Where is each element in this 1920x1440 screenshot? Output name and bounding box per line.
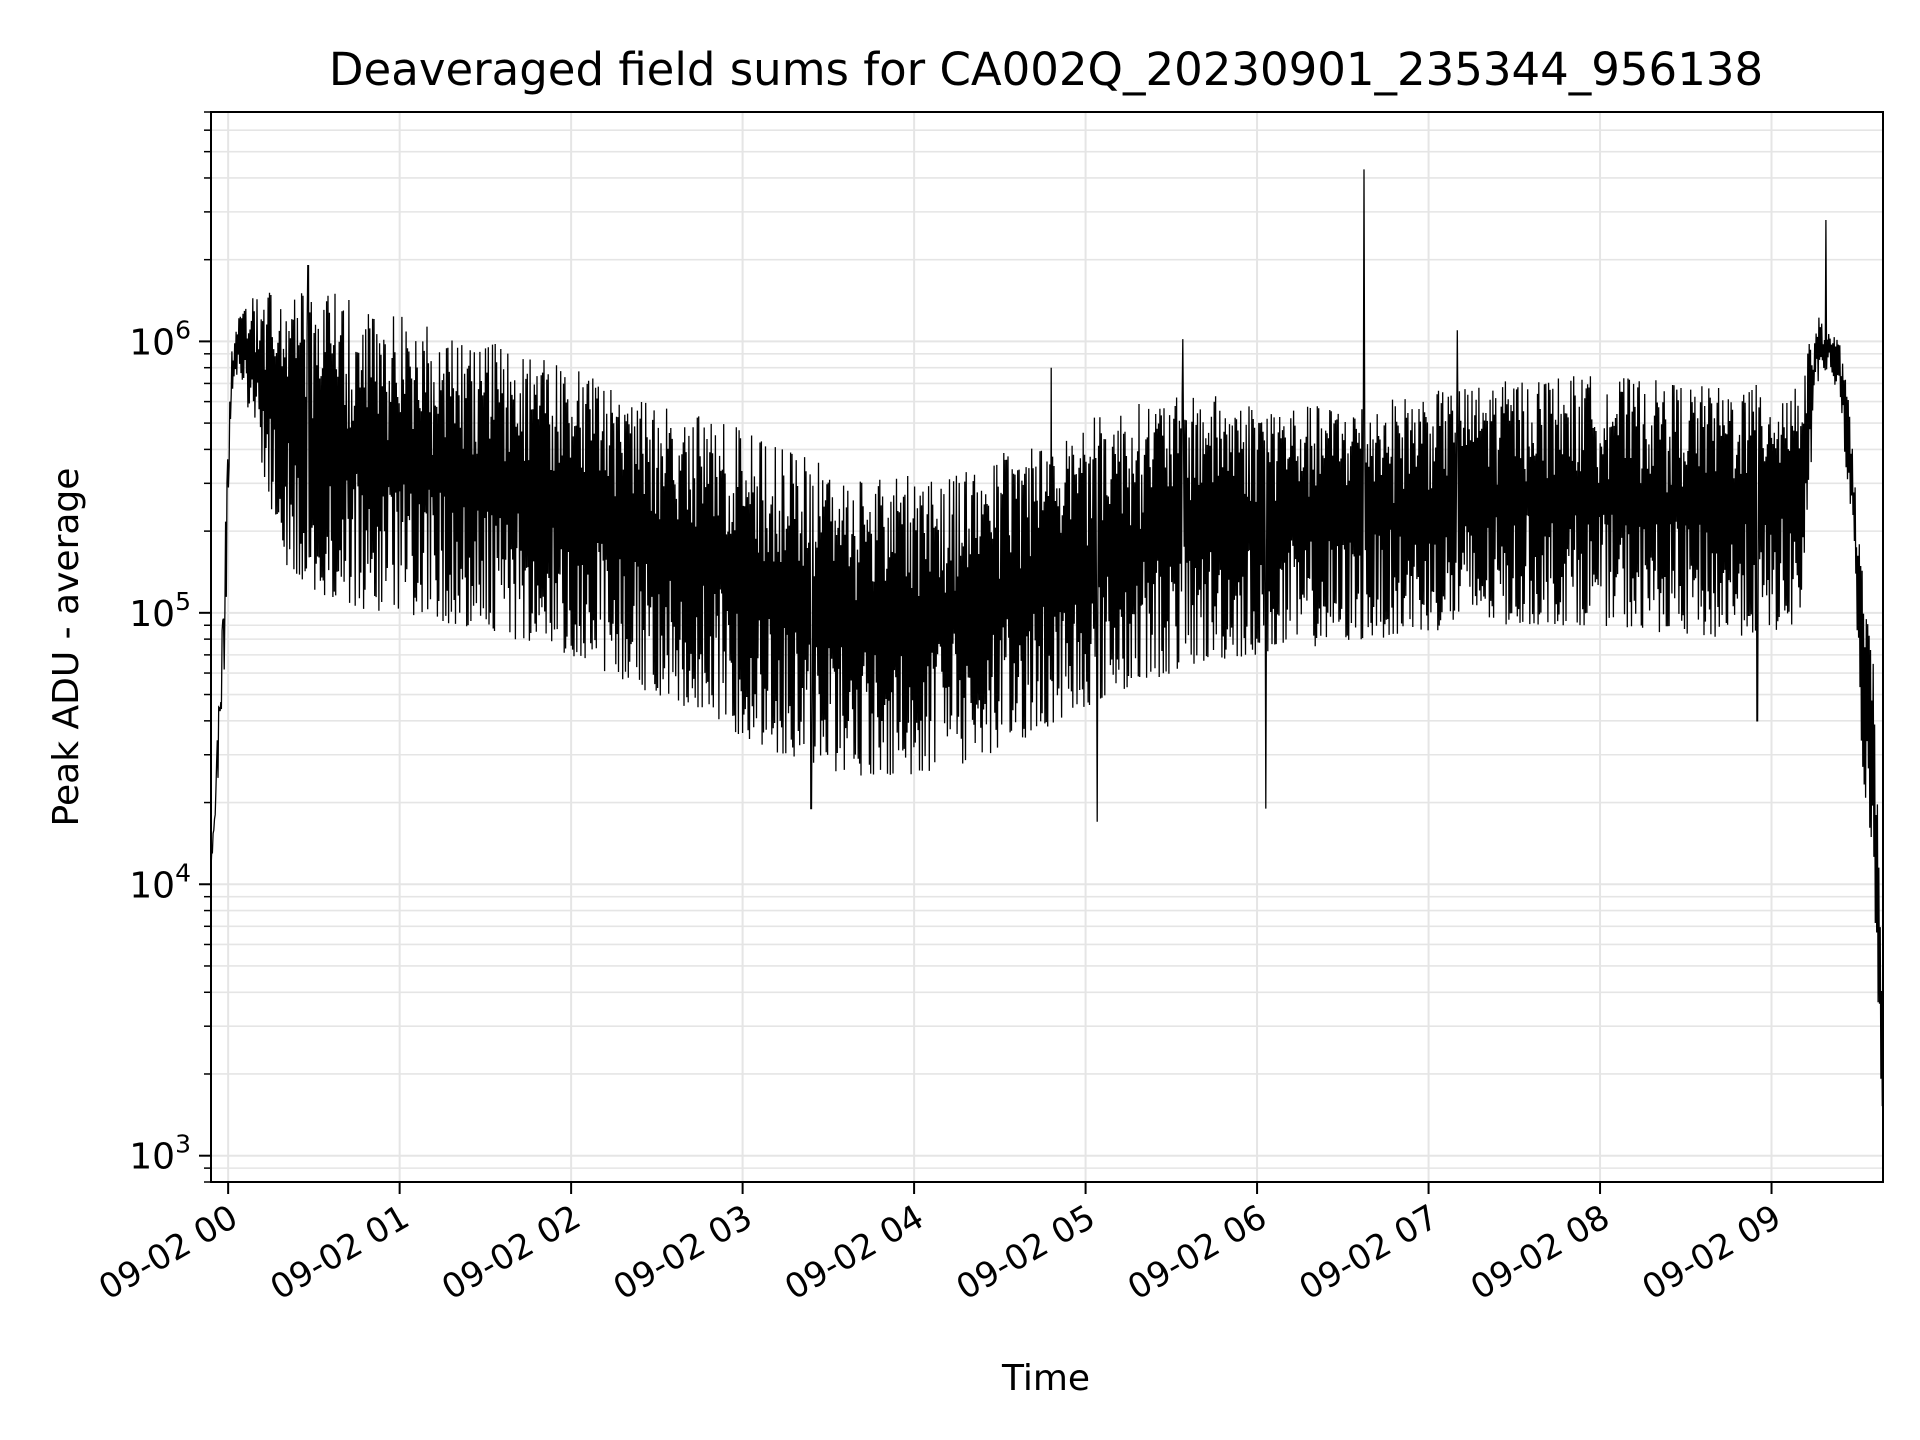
series-line <box>210 169 1884 1107</box>
x-tick-label: 09-02 06 <box>1121 1197 1273 1308</box>
x-tick-label: 09-02 08 <box>1464 1197 1616 1308</box>
x-tick-label: 09-02 09 <box>1636 1197 1788 1308</box>
x-tick-label: 09-02 05 <box>950 1197 1102 1308</box>
x-tick-label: 09-02 04 <box>778 1197 930 1308</box>
series-line-path <box>210 169 1884 1107</box>
plot-frame <box>210 111 1884 1183</box>
y-axis: 103 104 105 106 <box>129 111 211 1183</box>
y-tick-label: 105 <box>129 587 191 635</box>
x-axis: 09-02 00 09-02 01 09-02 02 09-02 03 09-02 04… <box>92 1182 1788 1308</box>
x-tick-label: 09-02 00 <box>92 1197 244 1308</box>
y-axis-label: Peak ADU - average <box>46 468 87 827</box>
x-tick-label: 09-02 02 <box>435 1197 587 1308</box>
chart-title: Deaveraged field sums for CA002Q_2023090… <box>329 43 1763 96</box>
x-tick-label: 09-02 01 <box>264 1197 416 1308</box>
x-axis-label: Time <box>1001 1358 1090 1399</box>
y-tick-label: 103 <box>129 1130 191 1178</box>
x-tick-label: 09-02 03 <box>607 1197 759 1308</box>
y-tick-label: 104 <box>129 858 191 906</box>
y-tick-label: 106 <box>129 315 191 363</box>
x-tick-label: 09-02 07 <box>1293 1197 1445 1308</box>
